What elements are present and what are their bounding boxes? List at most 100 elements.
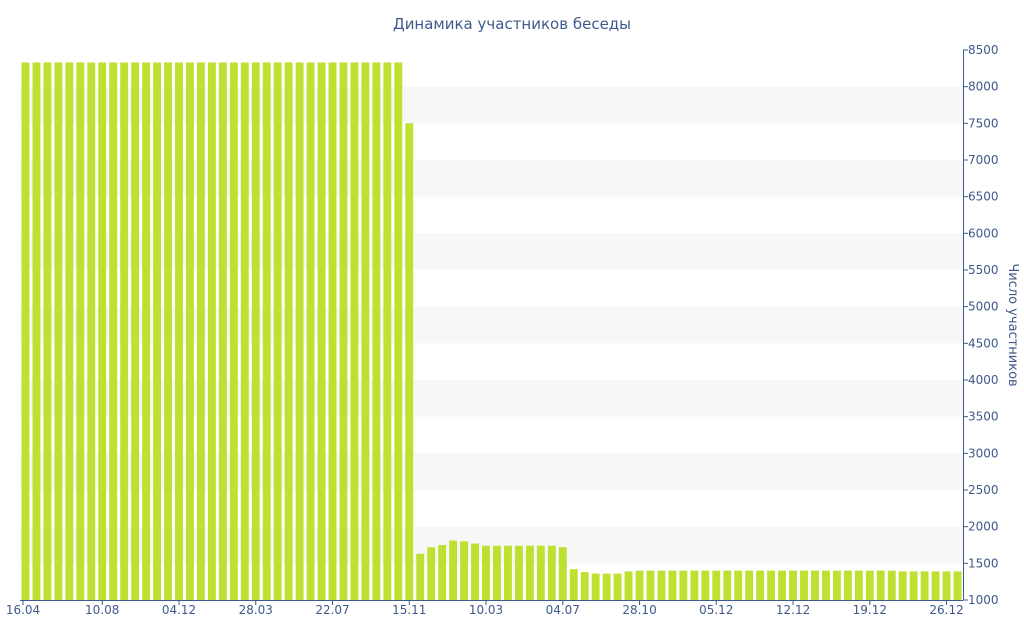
bar[interactable] [175, 62, 183, 601]
bar[interactable] [756, 570, 765, 600]
bar[interactable] [580, 572, 589, 600]
bar[interactable] [514, 545, 523, 600]
bar[interactable] [482, 545, 490, 600]
bar[interactable] [218, 62, 227, 601]
grid-band [20, 86, 963, 124]
bar[interactable] [745, 570, 754, 600]
bar[interactable] [876, 570, 885, 600]
bar[interactable] [723, 570, 732, 600]
bar[interactable] [339, 62, 348, 601]
bar[interactable] [493, 545, 501, 600]
bar[interactable] [887, 570, 896, 600]
bar[interactable] [98, 62, 107, 601]
bar[interactable] [734, 570, 743, 600]
bar[interactable] [76, 62, 85, 601]
bar[interactable] [164, 62, 172, 601]
bar[interactable] [898, 571, 907, 600]
bar[interactable] [54, 62, 63, 601]
bar[interactable] [131, 62, 140, 601]
bar[interactable] [909, 571, 918, 600]
bar[interactable] [953, 571, 962, 600]
bar[interactable] [931, 571, 940, 600]
bar[interactable] [635, 570, 644, 600]
bar[interactable] [525, 545, 534, 600]
x-tick-label: 28.03 [239, 603, 273, 617]
bar[interactable] [405, 123, 414, 600]
x-tick-label: 04.12 [162, 603, 196, 617]
bar[interactable] [558, 547, 567, 600]
bar[interactable] [284, 62, 293, 601]
y-tick-label: 3500 [968, 410, 999, 424]
bar[interactable] [504, 545, 512, 600]
bar[interactable] [449, 540, 458, 600]
bars-group [21, 62, 962, 601]
bar[interactable] [821, 570, 830, 600]
bar[interactable] [668, 570, 677, 600]
chart-title: Динамика участников беседы [393, 15, 631, 33]
bar[interactable] [350, 62, 359, 601]
bar[interactable] [789, 570, 797, 600]
bar[interactable] [854, 570, 863, 600]
bar[interactable] [372, 62, 381, 601]
bar[interactable] [306, 62, 315, 601]
grid-band [20, 233, 963, 270]
bar[interactable] [361, 62, 370, 601]
bar[interactable] [624, 571, 633, 600]
bar[interactable] [602, 573, 611, 600]
bar[interactable] [142, 62, 151, 601]
x-tick-label: 16.04 [6, 603, 40, 617]
bar[interactable] [920, 571, 929, 600]
bar[interactable] [657, 570, 666, 600]
bar[interactable] [701, 570, 710, 600]
bar[interactable] [569, 569, 578, 600]
bar[interactable] [471, 543, 479, 600]
bar[interactable] [186, 62, 194, 601]
bar[interactable] [109, 62, 118, 601]
bar[interactable] [32, 62, 41, 601]
bar[interactable] [328, 62, 337, 601]
bar[interactable] [416, 553, 425, 600]
grid-band [20, 160, 963, 197]
bar[interactable] [591, 573, 600, 600]
bar[interactable] [778, 570, 787, 600]
bar[interactable] [273, 62, 282, 601]
bar[interactable] [438, 545, 447, 600]
bar[interactable] [251, 62, 260, 601]
bar[interactable] [460, 541, 469, 600]
bar[interactable] [800, 570, 808, 600]
bar[interactable] [295, 62, 304, 601]
bar[interactable] [811, 570, 819, 600]
bar[interactable] [690, 570, 699, 600]
bar[interactable] [712, 570, 721, 600]
bar[interactable] [865, 570, 874, 600]
bar[interactable] [427, 547, 436, 600]
x-tick-label: 22.07 [315, 603, 349, 617]
bar[interactable] [317, 62, 326, 601]
bar[interactable] [767, 570, 776, 600]
bar[interactable] [843, 570, 852, 600]
y-tick-label: 6000 [968, 226, 999, 240]
bar[interactable] [942, 571, 951, 600]
bar[interactable] [21, 62, 30, 601]
bar[interactable] [229, 62, 238, 601]
bar[interactable] [196, 62, 205, 601]
bar[interactable] [207, 62, 216, 601]
bar[interactable] [65, 62, 74, 601]
bar[interactable] [87, 62, 96, 601]
bar[interactable] [262, 62, 271, 601]
bar[interactable] [153, 62, 162, 601]
bar[interactable] [43, 62, 52, 601]
bar[interactable] [547, 545, 556, 600]
y-tick-label: 3000 [968, 446, 999, 460]
bar[interactable] [383, 62, 392, 601]
grid-band [20, 306, 963, 344]
bar[interactable] [120, 62, 129, 601]
bar[interactable] [679, 570, 688, 600]
bar[interactable] [536, 545, 545, 600]
bar[interactable] [646, 570, 655, 600]
bar[interactable] [394, 62, 403, 601]
bar[interactable] [613, 573, 622, 600]
bar[interactable] [832, 570, 841, 600]
grid-band [20, 526, 963, 564]
bar[interactable] [240, 62, 249, 601]
